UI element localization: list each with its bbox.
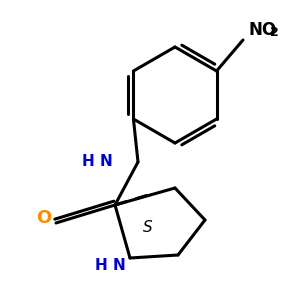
Text: O: O	[36, 209, 51, 227]
Text: 2: 2	[270, 27, 279, 40]
Text: H N: H N	[82, 155, 113, 170]
Text: NO: NO	[248, 21, 276, 39]
Text: S: S	[143, 220, 153, 235]
Text: H N: H N	[95, 258, 126, 273]
